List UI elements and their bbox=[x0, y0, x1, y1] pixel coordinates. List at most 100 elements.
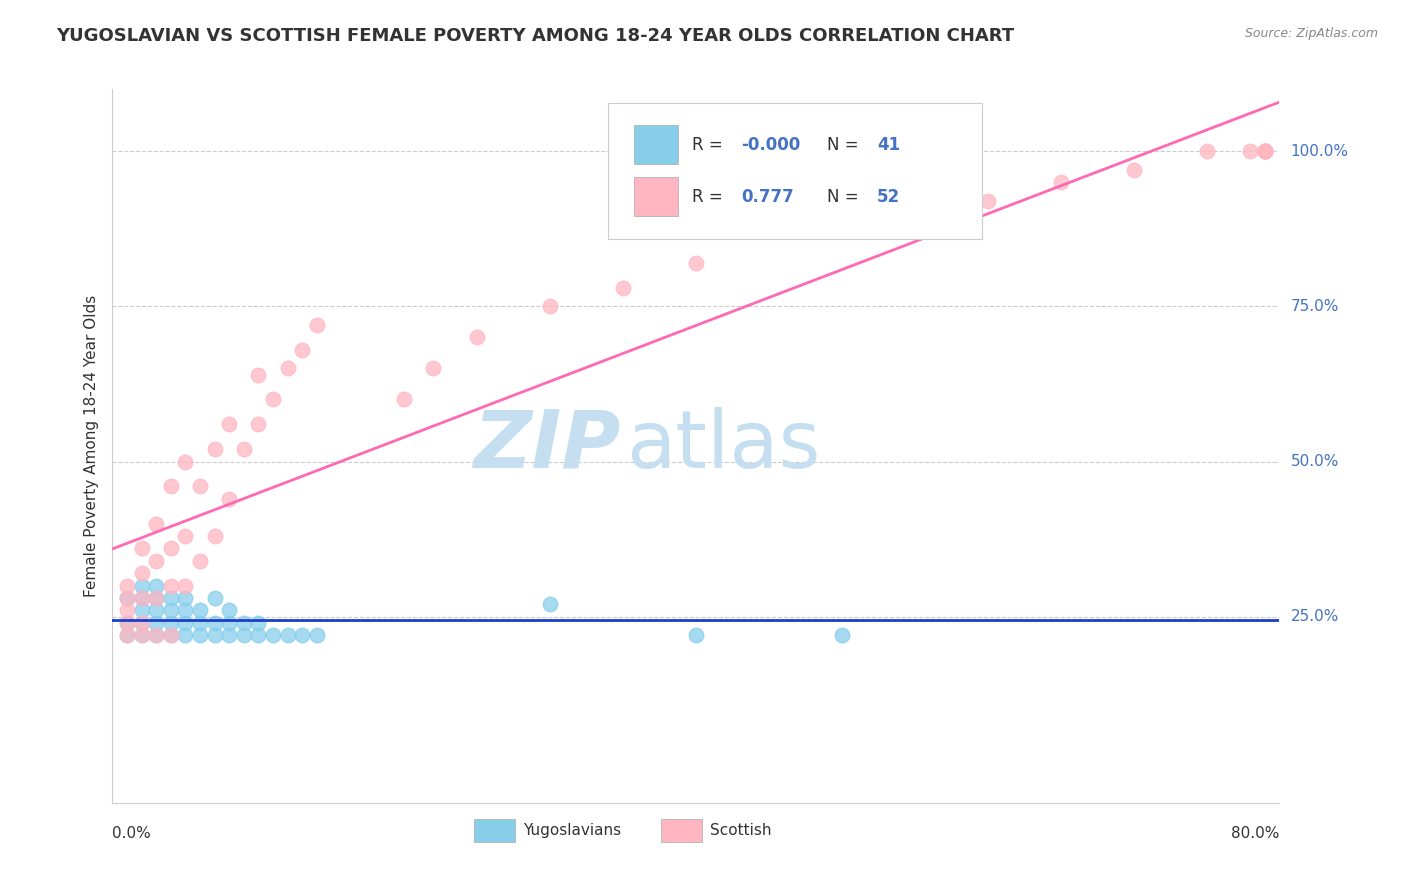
Text: 52: 52 bbox=[877, 188, 900, 206]
Point bbox=[131, 603, 153, 617]
Point bbox=[247, 615, 270, 630]
Point bbox=[685, 628, 707, 642]
Point bbox=[115, 591, 138, 605]
Point bbox=[218, 491, 240, 506]
Point bbox=[262, 628, 284, 642]
Point bbox=[262, 392, 284, 407]
Point bbox=[1195, 145, 1218, 159]
Point bbox=[174, 628, 197, 642]
Point bbox=[145, 579, 167, 593]
Point bbox=[115, 628, 138, 642]
Point bbox=[160, 541, 183, 556]
Point bbox=[831, 219, 853, 233]
Point bbox=[247, 628, 270, 642]
Point bbox=[115, 615, 138, 630]
Point bbox=[174, 615, 197, 630]
Point bbox=[204, 591, 226, 605]
Point bbox=[1254, 145, 1277, 159]
Text: ZIP: ZIP bbox=[472, 407, 620, 485]
Point bbox=[276, 361, 298, 376]
Point bbox=[145, 554, 167, 568]
Point bbox=[188, 479, 211, 493]
Point bbox=[131, 566, 153, 581]
Point bbox=[131, 541, 153, 556]
Text: -0.000: -0.000 bbox=[741, 136, 801, 153]
Point bbox=[131, 591, 153, 605]
Point bbox=[145, 516, 167, 531]
Point bbox=[305, 318, 328, 332]
Point bbox=[145, 591, 167, 605]
Text: 50.0%: 50.0% bbox=[1291, 454, 1339, 469]
Point bbox=[131, 615, 153, 630]
Point bbox=[1254, 145, 1277, 159]
Point bbox=[115, 615, 138, 630]
Point bbox=[218, 628, 240, 642]
FancyBboxPatch shape bbox=[609, 103, 981, 239]
Text: Scottish: Scottish bbox=[710, 823, 772, 838]
Point bbox=[1122, 162, 1144, 177]
Point bbox=[831, 628, 853, 642]
Point bbox=[174, 579, 197, 593]
Point bbox=[160, 579, 183, 593]
Text: Yugoslavians: Yugoslavians bbox=[523, 823, 621, 838]
Point bbox=[394, 392, 416, 407]
Point bbox=[218, 615, 240, 630]
Point bbox=[305, 628, 328, 642]
Point bbox=[131, 579, 153, 593]
Bar bbox=[634, 125, 679, 164]
Point bbox=[276, 628, 298, 642]
Point bbox=[291, 628, 314, 642]
Point bbox=[145, 591, 167, 605]
Point bbox=[188, 628, 211, 642]
Point bbox=[247, 368, 270, 382]
Point bbox=[1049, 175, 1071, 189]
Point bbox=[904, 206, 927, 220]
Point bbox=[247, 417, 270, 432]
Text: R =: R = bbox=[693, 136, 728, 153]
Point bbox=[160, 615, 183, 630]
Point bbox=[612, 281, 634, 295]
Point bbox=[218, 603, 240, 617]
Point bbox=[131, 591, 153, 605]
Text: 41: 41 bbox=[877, 136, 900, 153]
Point bbox=[131, 615, 153, 630]
Text: 0.0%: 0.0% bbox=[112, 825, 152, 840]
Text: 0.777: 0.777 bbox=[741, 188, 794, 206]
Text: 80.0%: 80.0% bbox=[1232, 825, 1279, 840]
Point bbox=[232, 442, 254, 456]
Point bbox=[232, 615, 254, 630]
Point bbox=[538, 299, 561, 313]
Point bbox=[160, 628, 183, 642]
Point bbox=[131, 628, 153, 642]
Point bbox=[1254, 145, 1277, 159]
Point bbox=[204, 615, 226, 630]
Point bbox=[174, 454, 197, 468]
Point bbox=[145, 628, 167, 642]
Text: 75.0%: 75.0% bbox=[1291, 299, 1339, 314]
Text: R =: R = bbox=[693, 188, 728, 206]
Bar bbox=[661, 819, 702, 842]
Point bbox=[131, 628, 153, 642]
Point bbox=[1254, 145, 1277, 159]
Y-axis label: Female Poverty Among 18-24 Year Olds: Female Poverty Among 18-24 Year Olds bbox=[83, 295, 98, 597]
Point bbox=[422, 361, 444, 376]
Point bbox=[685, 256, 707, 270]
Bar bbox=[634, 177, 679, 216]
Point bbox=[232, 628, 254, 642]
Point bbox=[160, 591, 183, 605]
Point bbox=[1254, 145, 1277, 159]
Point bbox=[115, 591, 138, 605]
Text: N =: N = bbox=[827, 188, 863, 206]
Point bbox=[145, 628, 167, 642]
Point bbox=[465, 330, 488, 344]
Point bbox=[174, 603, 197, 617]
Point bbox=[976, 194, 998, 208]
Point bbox=[538, 597, 561, 611]
Point bbox=[160, 628, 183, 642]
Point bbox=[204, 529, 226, 543]
Point bbox=[291, 343, 314, 357]
Point bbox=[160, 603, 183, 617]
Point bbox=[115, 579, 138, 593]
Point bbox=[204, 628, 226, 642]
Text: 100.0%: 100.0% bbox=[1291, 144, 1348, 159]
